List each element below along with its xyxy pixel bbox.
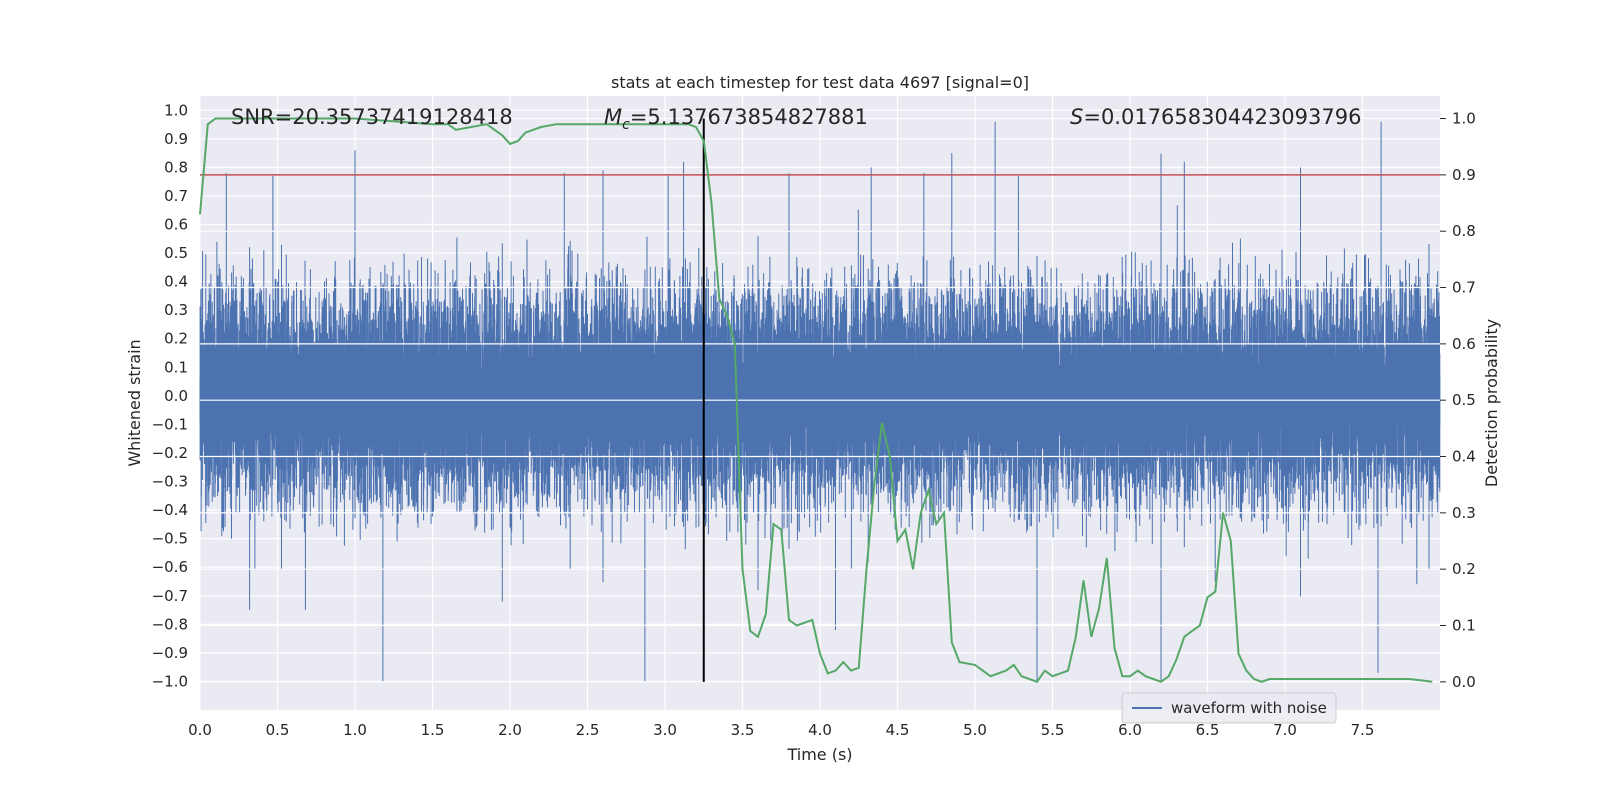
y-tick-label-left: −0.5	[152, 530, 188, 548]
x-tick-label: 6.0	[1118, 721, 1142, 739]
y-tick-label-right: 0.3	[1452, 504, 1476, 522]
x-tick-label: 1.0	[343, 721, 367, 739]
x-axis: 0.0 0.5 1.0 1.5 2.0 2.5 3.0 3.5 4.0 4.5 5.0 5.5 6.0 6…	[188, 721, 1374, 739]
detection-probability-series	[199, 117, 1433, 684]
legend-label: waveform with noise	[1171, 699, 1327, 717]
y-tick-label-left: 0.0	[164, 387, 188, 405]
x-tick-label: 2.5	[576, 721, 600, 739]
y-tick-label-right: 0.1	[1452, 617, 1476, 635]
chirp-mass-subscript: c	[622, 117, 630, 133]
x-tick-label: 7.5	[1351, 721, 1375, 739]
y-tick-label-left: 0.6	[164, 216, 188, 234]
y-tick-label-right: 0.7	[1452, 279, 1476, 297]
snr-annotation: SNR=20.35737419128418	[231, 105, 513, 129]
chart-title: stats at each timestep for test data 469…	[611, 73, 1029, 92]
y-tick-label-left: 0.3	[164, 301, 188, 319]
y-tick-label-left: −0.9	[152, 644, 188, 662]
y-tick-label-left: −0.4	[152, 501, 188, 519]
y-axis-right-title: Detection probability	[1482, 319, 1501, 487]
x-tick-label: 0.0	[188, 721, 212, 739]
x-tick-label: 1.5	[421, 721, 445, 739]
y-axis-left: 1.0 0.9 0.8 0.7 0.6 0.5 0.4 0.3 0.2 0.1 0.0 −0.1 −0.…	[152, 101, 188, 690]
x-tick-label: 3.0	[653, 721, 677, 739]
y-axis-right: 1.0 0.9 0.8 0.7 0.6 0.5 0.4 0.3 0.2 0.1 0.0	[1440, 110, 1476, 691]
score-value: =0.017658304423093796	[1083, 105, 1361, 129]
x-tick-label: 0.5	[266, 721, 290, 739]
y-tick-label-right: 1.0	[1452, 110, 1476, 128]
legend: waveform with noise	[1121, 692, 1337, 724]
y-tick-label-left: −0.1	[152, 415, 188, 433]
y-tick-label-right: 0.9	[1452, 166, 1476, 184]
y-tick-label-right: 0.5	[1452, 391, 1476, 409]
y-tick-label-left: 0.8	[164, 158, 188, 176]
y-axis-left-title: Whitened strain	[125, 339, 144, 466]
x-tick-label: 4.5	[886, 721, 910, 739]
y-tick-label-left: −1.0	[152, 672, 188, 690]
y-tick-label-left: −0.7	[152, 587, 188, 605]
x-tick-label: 6.5	[1196, 721, 1220, 739]
x-axis-title: Time (s)	[786, 745, 852, 764]
y-tick-label-right: 0.4	[1452, 448, 1476, 466]
x-tick-label: 7.0	[1273, 721, 1297, 739]
y-tick-label-right: 0.6	[1452, 335, 1476, 353]
chirp-mass-annotation: Mc=5.137673854827881	[604, 105, 868, 133]
y-tick-label-right: 0.2	[1452, 560, 1476, 578]
y-tick-label-left: −0.6	[152, 558, 188, 576]
y-tick-label-left: 0.9	[164, 130, 188, 148]
y-tick-label-left: −0.3	[152, 473, 188, 491]
y-tick-label-left: −0.2	[152, 444, 188, 462]
x-tick-label: 5.5	[1041, 721, 1065, 739]
x-tick-label: 5.0	[963, 721, 987, 739]
y-tick-label-left: −0.8	[152, 615, 188, 633]
score-symbol: S	[1070, 105, 1083, 129]
y-tick-label-left: 0.2	[164, 330, 188, 348]
y-tick-label-left: 1.0	[164, 101, 188, 119]
x-tick-label: 3.5	[731, 721, 755, 739]
chirp-mass-symbol: M	[604, 105, 622, 129]
y-tick-label-right: 0.8	[1452, 222, 1476, 240]
y-tick-label-left: 0.1	[164, 358, 188, 376]
x-tick-label: 2.0	[498, 721, 522, 739]
y-tick-label-right: 0.0	[1452, 673, 1476, 691]
x-tick-label: 4.0	[808, 721, 832, 739]
legend-box	[1121, 692, 1337, 724]
score-annotation: S=0.017658304423093796	[1070, 105, 1361, 129]
y-tick-label-left: 0.5	[164, 244, 188, 262]
y-tick-label-left: 0.4	[164, 273, 188, 291]
y-tick-label-left: 0.7	[164, 187, 188, 205]
chirp-mass-value: =5.137673854827881	[630, 105, 868, 129]
